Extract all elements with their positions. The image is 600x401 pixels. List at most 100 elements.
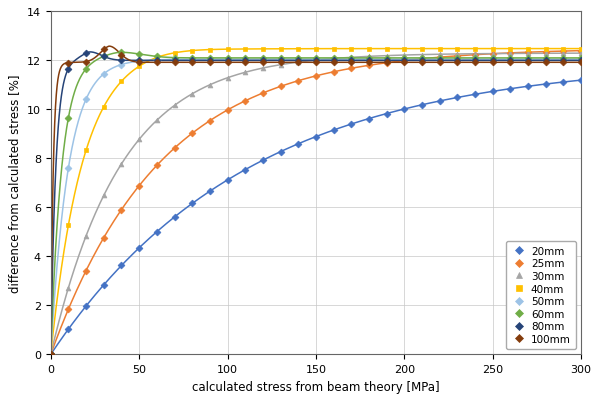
20mm	[348, 122, 355, 127]
Line: 50mm: 50mm	[49, 57, 584, 357]
25mm	[507, 51, 514, 56]
50mm	[454, 58, 461, 63]
100mm	[560, 61, 567, 65]
30mm	[348, 56, 355, 61]
60mm	[277, 56, 284, 61]
100mm	[436, 61, 443, 65]
40mm	[65, 223, 72, 228]
20mm	[259, 158, 266, 163]
30mm	[507, 52, 514, 57]
60mm	[224, 56, 231, 61]
25mm	[188, 132, 196, 136]
80mm	[171, 59, 178, 64]
80mm	[348, 59, 355, 64]
25mm	[171, 146, 178, 151]
40mm	[560, 47, 567, 52]
Line: 60mm: 60mm	[49, 51, 584, 357]
100mm	[578, 61, 585, 65]
30mm	[206, 83, 214, 88]
50mm	[47, 352, 55, 357]
60mm	[472, 56, 479, 61]
20mm	[100, 283, 107, 288]
60mm	[206, 56, 214, 61]
50mm	[578, 58, 585, 63]
100mm	[136, 61, 143, 65]
30mm	[259, 67, 266, 71]
30mm	[188, 92, 196, 97]
50mm	[277, 58, 284, 63]
100mm	[418, 61, 425, 65]
30mm	[560, 52, 567, 57]
30mm	[153, 119, 160, 124]
30mm	[418, 53, 425, 58]
80mm	[365, 59, 373, 64]
20mm	[560, 80, 567, 85]
40mm	[454, 47, 461, 52]
30mm	[330, 57, 337, 62]
40mm	[578, 47, 585, 52]
20mm	[277, 150, 284, 155]
40mm	[277, 47, 284, 52]
40mm	[188, 49, 196, 54]
20mm	[206, 189, 214, 194]
20mm	[136, 246, 143, 251]
40mm	[259, 47, 266, 52]
20mm	[436, 99, 443, 104]
40mm	[47, 352, 55, 357]
25mm	[206, 119, 214, 124]
40mm	[82, 148, 89, 153]
30mm	[578, 52, 585, 57]
20mm	[47, 352, 55, 357]
50mm	[489, 58, 496, 63]
60mm	[100, 55, 107, 60]
20mm	[330, 128, 337, 133]
Y-axis label: difference from calculated stress [%]: difference from calculated stress [%]	[8, 75, 22, 292]
25mm	[224, 108, 231, 113]
30mm	[224, 76, 231, 81]
25mm	[136, 184, 143, 188]
Line: 80mm: 80mm	[49, 52, 584, 357]
Line: 30mm: 30mm	[49, 52, 584, 357]
40mm	[489, 47, 496, 52]
30mm	[65, 286, 72, 290]
100mm	[206, 61, 214, 65]
20mm	[401, 107, 408, 112]
40mm	[153, 56, 160, 61]
80mm	[330, 59, 337, 64]
50mm	[259, 58, 266, 63]
20mm	[578, 79, 585, 83]
25mm	[365, 64, 373, 69]
30mm	[524, 52, 532, 57]
25mm	[277, 85, 284, 89]
40mm	[542, 47, 550, 52]
100mm	[454, 61, 461, 65]
Line: 25mm: 25mm	[49, 49, 584, 357]
80mm	[153, 59, 160, 64]
40mm	[472, 47, 479, 52]
50mm	[560, 58, 567, 63]
25mm	[259, 91, 266, 96]
40mm	[100, 105, 107, 110]
20mm	[82, 304, 89, 309]
40mm	[295, 47, 302, 52]
30mm	[136, 138, 143, 142]
25mm	[524, 51, 532, 55]
25mm	[348, 67, 355, 71]
50mm	[436, 58, 443, 63]
25mm	[153, 164, 160, 168]
50mm	[348, 58, 355, 63]
50mm	[472, 58, 479, 63]
80mm	[542, 59, 550, 64]
50mm	[542, 58, 550, 63]
100mm	[295, 61, 302, 65]
25mm	[100, 236, 107, 241]
30mm	[277, 63, 284, 68]
50mm	[224, 58, 231, 63]
60mm	[418, 56, 425, 61]
80mm	[401, 59, 408, 64]
20mm	[171, 215, 178, 220]
100mm	[472, 61, 479, 65]
50mm	[365, 58, 373, 63]
80mm	[259, 59, 266, 64]
30mm	[542, 52, 550, 57]
